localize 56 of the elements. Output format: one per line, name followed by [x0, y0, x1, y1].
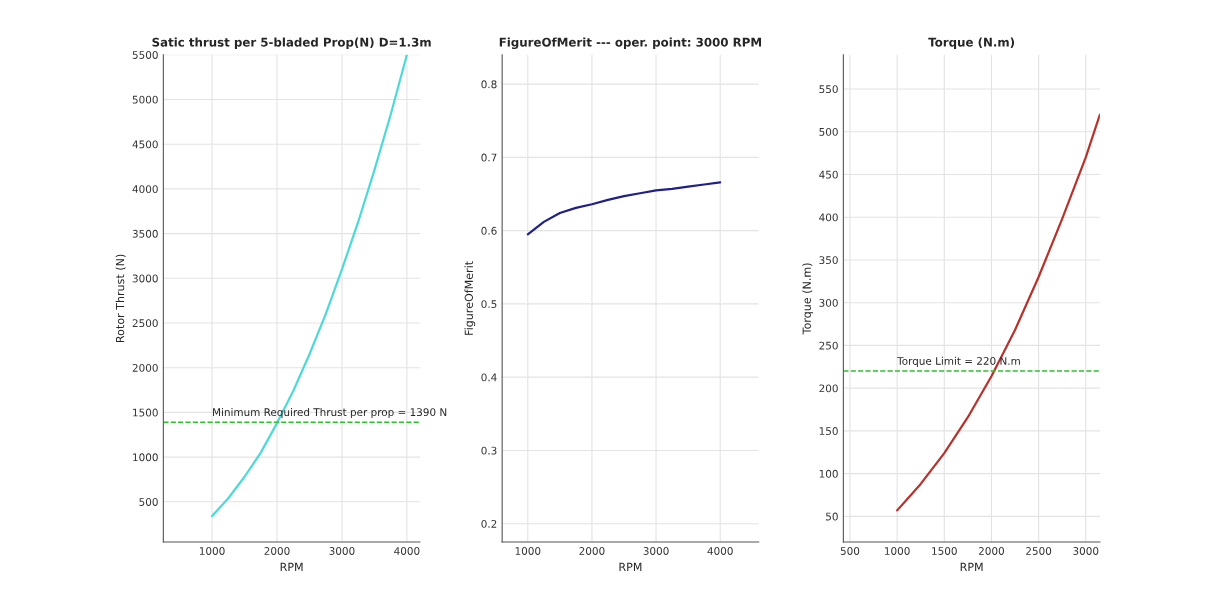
y-tick-label: 0.3 — [481, 446, 497, 455]
y-tick-label: 1000 — [133, 453, 158, 462]
chart-title: Torque (N.m) — [928, 37, 1015, 49]
y-tick-label: 300 — [819, 298, 838, 307]
x-tick-label: 3000 — [643, 547, 669, 555]
x-tick-label: 1000 — [885, 547, 910, 555]
x-tick-label: 1000 — [515, 547, 541, 555]
x-tick-label: 3000 — [1073, 547, 1099, 555]
y-tick-label: 200 — [819, 384, 838, 393]
y-axis-title: Rotor Thrust (N) — [115, 254, 126, 342]
chart-title: FigureOfMerit --- oper. point: 3000 RPM — [499, 37, 762, 50]
y-axis-title: FigureOfMerit — [464, 261, 476, 335]
x-tick-label: 1000 — [199, 547, 225, 555]
line-series — [526, 181, 722, 236]
ref-line-label: Torque Limit = 220 N.m — [897, 356, 1020, 367]
y-tick-label: 500 — [819, 127, 838, 136]
y-tick-label: 2500 — [132, 319, 158, 328]
y-tick-label: 2000 — [132, 363, 158, 372]
y-axis-title: Torque (N.m) — [802, 263, 814, 335]
x-tick-label: 4000 — [707, 547, 733, 555]
y-tick-label: 0.7 — [481, 153, 497, 162]
y-tick-label: 0.8 — [481, 80, 497, 89]
y-tick-label: 350 — [819, 256, 838, 265]
x-tick-label: 1500 — [932, 547, 957, 555]
y-tick-label: 5500 — [132, 51, 158, 59]
y-tick-label: 3000 — [132, 274, 158, 283]
x-tick-label: 2000 — [978, 547, 1004, 555]
y-tick-label: 450 — [819, 170, 838, 179]
y-tick-label: 0.2 — [481, 519, 497, 528]
y-tick-label: 500 — [139, 498, 158, 506]
x-tick-label: 2000 — [579, 547, 605, 555]
x-tick-label: 4000 — [394, 547, 420, 555]
x-tick-label: 3000 — [329, 547, 355, 555]
y-tick-label: 4500 — [132, 140, 158, 149]
y-tick-label: 0.6 — [481, 226, 497, 235]
y-tick-label: 3500 — [132, 229, 158, 238]
y-tick-label: 0.4 — [481, 373, 497, 382]
y-tick-label: 250 — [819, 341, 838, 350]
x-tick-label: 500 — [840, 547, 860, 555]
y-tick-label: 100 — [819, 469, 838, 478]
y-tick-label: 5000 — [132, 95, 158, 104]
y-tick-label: 1500 — [133, 408, 158, 417]
x-axis-title: RPM — [960, 562, 983, 571]
x-axis-title: RPM — [619, 562, 642, 571]
line-series — [210, 54, 408, 518]
y-tick-label: 0.5 — [481, 300, 497, 309]
x-axis-title: RPM — [280, 562, 303, 571]
y-tick-label: 50 — [826, 512, 838, 521]
line-series — [896, 113, 1100, 512]
x-tick-label: 2000 — [264, 547, 290, 555]
x-tick-label: 2500 — [1026, 547, 1052, 555]
y-tick-label: 550 — [819, 85, 838, 94]
chart-title: Satic thrust per 5-bladed Prop(N) D=1.3m — [152, 37, 431, 49]
y-tick-label: 400 — [819, 213, 838, 222]
y-tick-label: 150 — [819, 427, 838, 435]
y-tick-label: 4000 — [132, 185, 158, 194]
